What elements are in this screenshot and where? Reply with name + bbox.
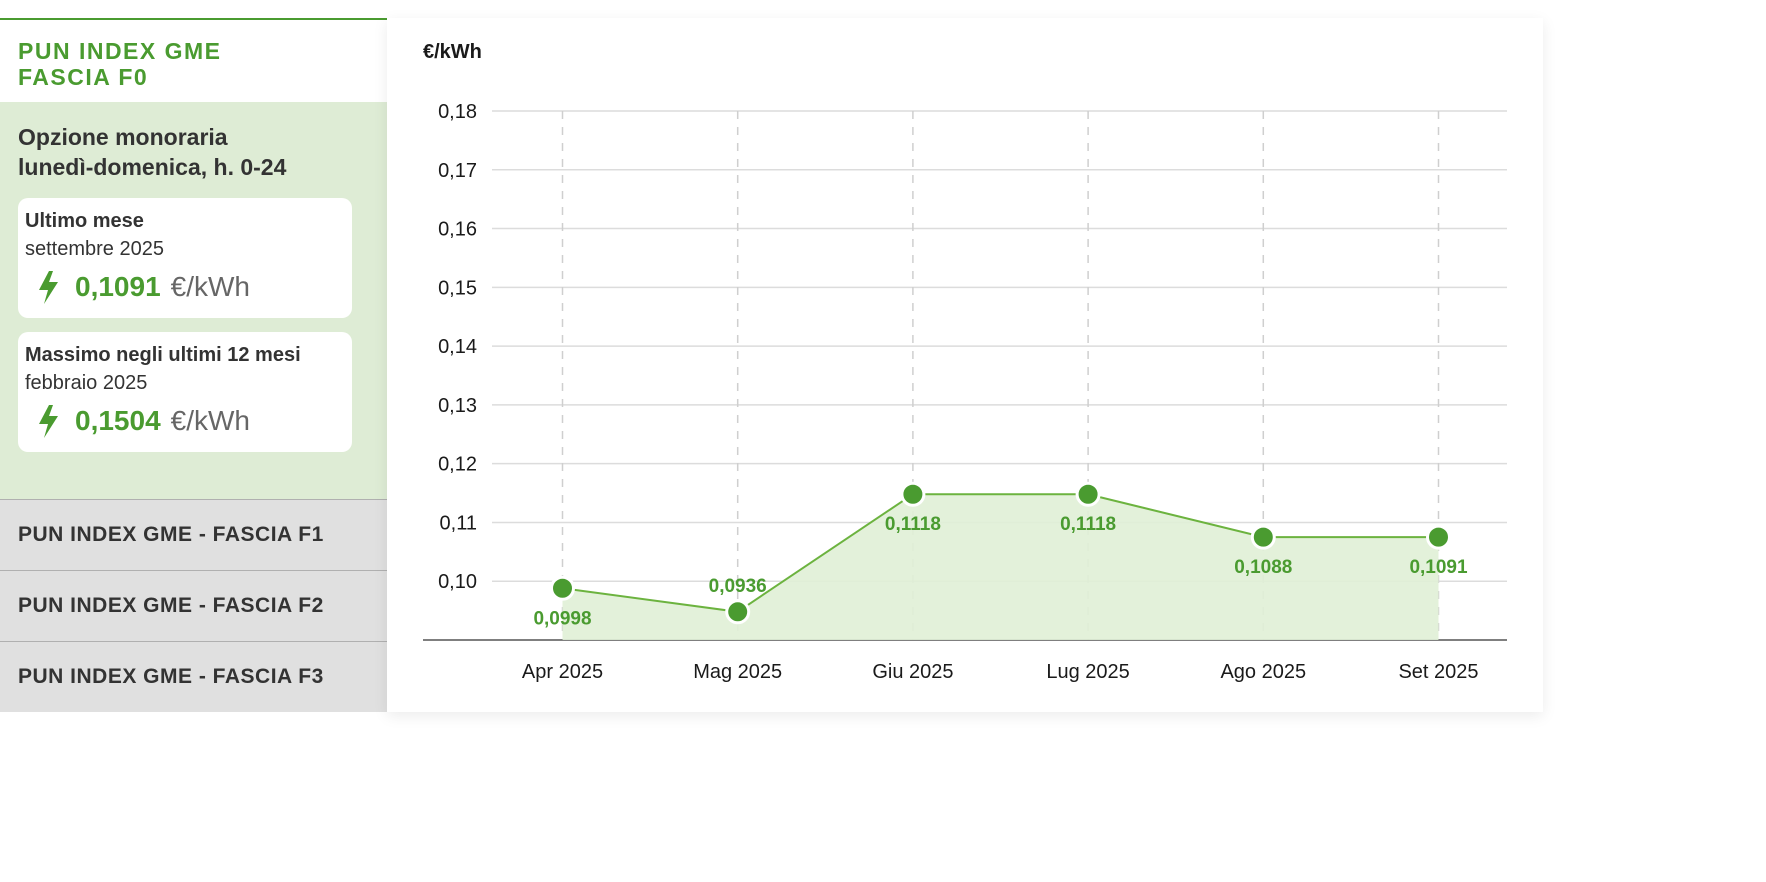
card-label: Massimo negli ultimi 12 mesi: [25, 344, 301, 366]
sidebar: PUN INDEX GME FASCIA F0 Opzione monorari…: [0, 18, 387, 712]
x-tick-label: Lug 2025: [1046, 661, 1129, 683]
tab-fascia-f0[interactable]: PUN INDEX GME FASCIA F0: [0, 18, 387, 102]
card-value: 0,1504: [75, 405, 161, 436]
tab-fascia-f0-line1: PUN INDEX GME: [18, 38, 222, 64]
card-unit: €/kWh: [170, 405, 250, 436]
data-point[interactable]: [725, 599, 751, 625]
tab-fascia-f0-line2: FASCIA F0: [18, 64, 149, 90]
y-tick-label: 0,10: [438, 571, 477, 593]
y-tick-label: 0,15: [438, 277, 477, 299]
chart-panel: €/kWh 0,0998 0,0936 0,1118 0,1118 0,1088 0,10…: [387, 18, 1543, 712]
max-12-months-card: Massimo negli ultimi 12 mesi febbraio 20…: [18, 332, 352, 452]
card-unit: €/kWh: [170, 271, 250, 302]
y-tick-label: 0,14: [438, 336, 477, 358]
data-point[interactable]: [1426, 524, 1451, 550]
lightning-bolt-icon: [39, 405, 58, 438]
x-tick-label: Apr 2025: [522, 661, 603, 683]
tab-fascia-f2[interactable]: PUN INDEX GME - FASCIA F2: [0, 570, 387, 641]
series-area: [562, 494, 1439, 640]
x-tick-label: Set 2025: [1398, 661, 1478, 683]
series-line: [562, 493, 1439, 613]
option-title-line1: Opzione monoraria: [18, 124, 228, 150]
data-label: 0,0936: [709, 576, 767, 597]
data-label: 0,0998: [533, 608, 591, 629]
tab-label: PUN INDEX GME - FASCIA F1: [18, 523, 324, 546]
card-period: febbraio 2025: [25, 372, 148, 394]
tab-label: PUN INDEX GME - FASCIA F3: [18, 665, 324, 688]
card-value: 0,1091: [75, 271, 161, 302]
data-point[interactable]: [1075, 481, 1101, 507]
fascia-f0-panel: Opzione monoraria lunedì-domenica, h. 0-…: [0, 102, 387, 499]
card-label: Ultimo mese: [25, 210, 144, 232]
y-tick-label: 0,18: [438, 101, 477, 123]
data-label: 0,1088: [1234, 557, 1292, 578]
tab-fascia-f3[interactable]: PUN INDEX GME - FASCIA F3: [0, 641, 387, 712]
y-tick-label: 0,17: [438, 160, 477, 182]
data-point[interactable]: [900, 481, 926, 507]
price-chart: €/kWh 0,0998 0,0936 0,1118 0,1118 0,1088 0,10…: [423, 41, 1507, 683]
tab-fascia-f1[interactable]: PUN INDEX GME - FASCIA F1: [0, 499, 387, 570]
y-tick-label: 0,12: [438, 454, 477, 476]
lightning-bolt-icon: [39, 271, 58, 304]
option-title-line2: lunedì-domenica, h. 0-24: [18, 154, 287, 180]
y-tick-label: 0,16: [438, 219, 477, 241]
data-label: 0,1118: [885, 514, 941, 535]
data-label: 0,1091: [1409, 557, 1468, 578]
data-point[interactable]: [1250, 524, 1276, 550]
last-month-card: Ultimo mese settembre 2025 0,1091 €/kWh: [18, 198, 352, 318]
data-label: 0,1118: [1060, 514, 1116, 535]
x-tick-label: Giu 2025: [872, 661, 953, 683]
x-tick-label: Ago 2025: [1220, 661, 1306, 683]
y-axis-title: €/kWh: [423, 41, 482, 63]
tab-label: PUN INDEX GME - FASCIA F2: [18, 594, 324, 617]
data-point[interactable]: [550, 575, 575, 601]
y-tick-label: 0,13: [438, 395, 477, 417]
y-tick-label: 0,11: [440, 512, 477, 534]
x-tick-label: Mag 2025: [693, 661, 782, 683]
card-period: settembre 2025: [25, 238, 164, 260]
